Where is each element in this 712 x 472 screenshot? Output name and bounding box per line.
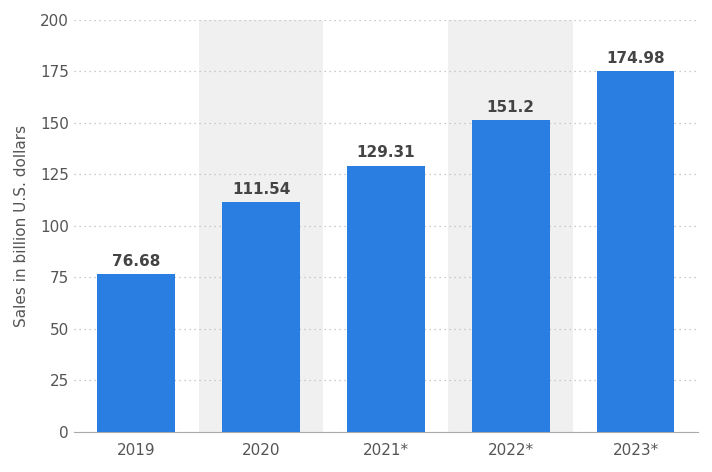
Bar <box>472 120 550 432</box>
Text: 174.98: 174.98 <box>607 51 665 66</box>
Bar <box>347 166 424 432</box>
Bar <box>199 20 323 432</box>
Text: 129.31: 129.31 <box>357 145 415 160</box>
Bar <box>597 71 674 432</box>
Bar <box>98 274 175 432</box>
Text: 151.2: 151.2 <box>487 100 535 115</box>
Bar <box>222 202 300 432</box>
Bar <box>449 20 573 432</box>
Y-axis label: Sales in billion U.S. dollars: Sales in billion U.S. dollars <box>14 125 29 327</box>
Text: 76.68: 76.68 <box>112 254 160 269</box>
Text: 111.54: 111.54 <box>232 182 290 197</box>
